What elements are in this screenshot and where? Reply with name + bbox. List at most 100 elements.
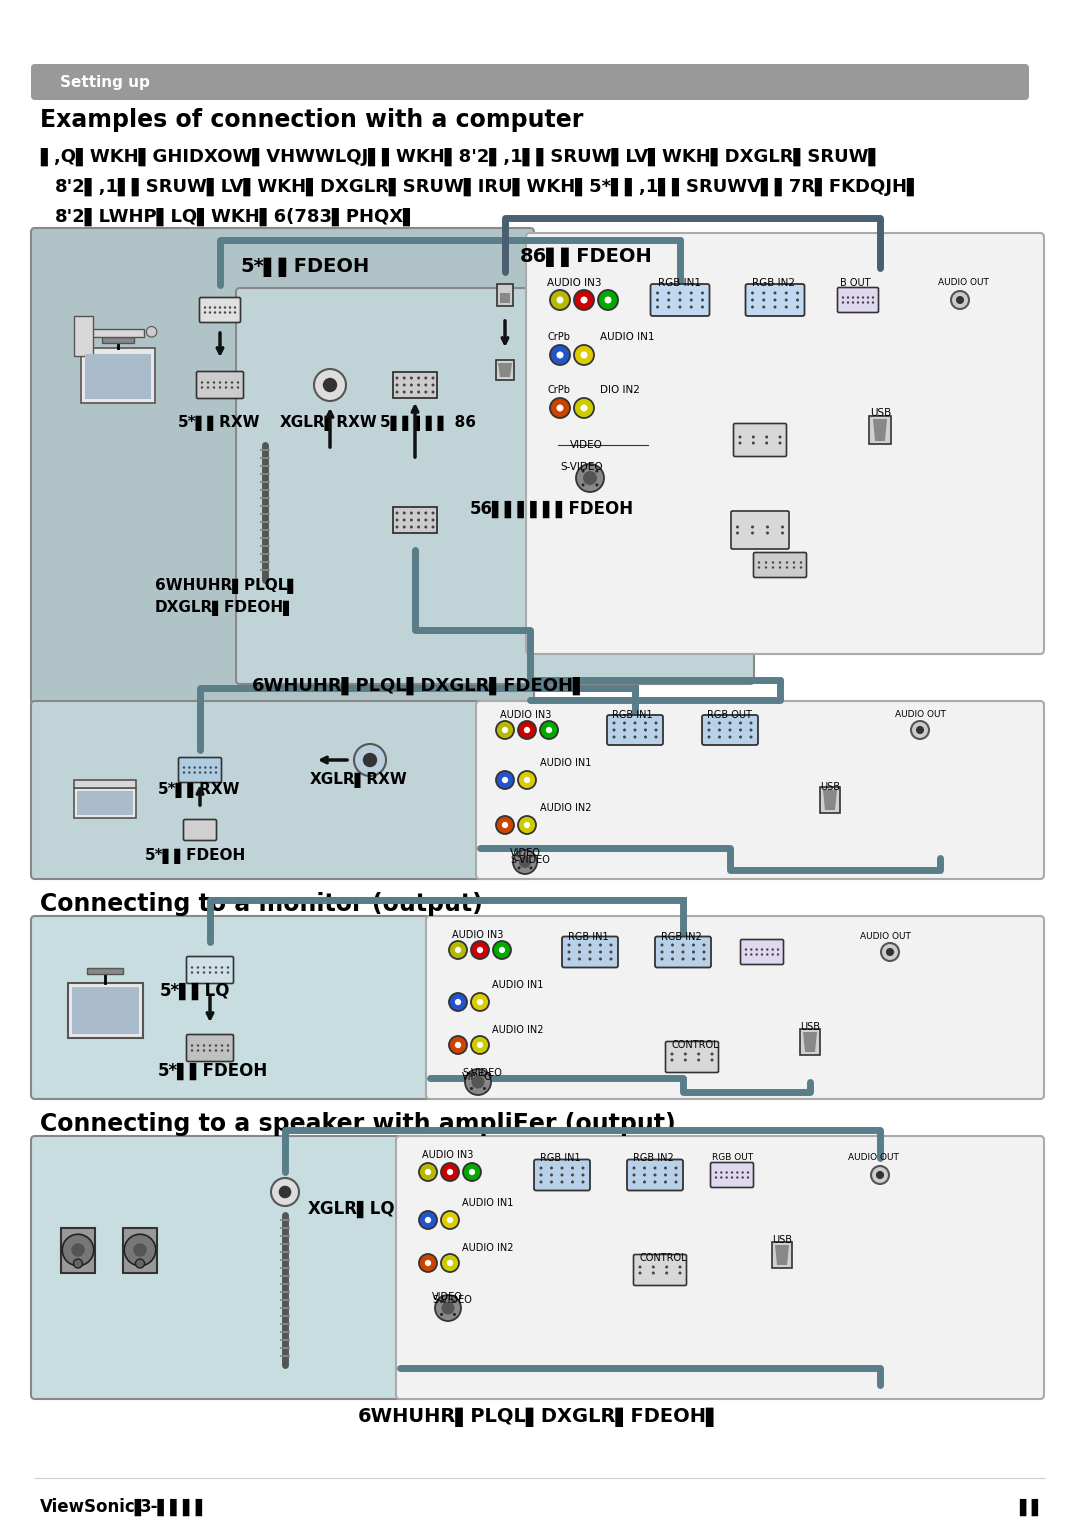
Circle shape (193, 766, 195, 769)
Circle shape (215, 967, 217, 968)
FancyBboxPatch shape (31, 1137, 429, 1399)
Circle shape (653, 1181, 657, 1184)
Bar (60, 1227, 95, 1273)
Circle shape (556, 297, 564, 303)
Text: USB: USB (820, 781, 840, 792)
Circle shape (675, 1181, 677, 1184)
Text: RGB IN1: RGB IN1 (658, 277, 701, 288)
Circle shape (227, 971, 229, 974)
Circle shape (561, 1166, 564, 1169)
Circle shape (556, 351, 564, 358)
Circle shape (314, 369, 346, 401)
FancyBboxPatch shape (654, 936, 711, 968)
Circle shape (644, 722, 647, 725)
Circle shape (417, 391, 420, 394)
Circle shape (442, 1302, 455, 1314)
Circle shape (661, 950, 663, 953)
Circle shape (766, 953, 769, 956)
Circle shape (517, 867, 521, 870)
Circle shape (227, 1045, 229, 1046)
Circle shape (363, 752, 377, 768)
Circle shape (440, 1313, 443, 1316)
Circle shape (183, 766, 185, 769)
FancyBboxPatch shape (745, 283, 805, 316)
FancyBboxPatch shape (741, 939, 783, 965)
Circle shape (760, 948, 764, 951)
Circle shape (623, 729, 626, 731)
FancyBboxPatch shape (200, 297, 241, 323)
Circle shape (571, 1174, 573, 1177)
Text: S-VIDEO: S-VIDEO (432, 1295, 472, 1305)
Circle shape (496, 817, 514, 833)
Circle shape (471, 993, 489, 1011)
Circle shape (323, 378, 337, 392)
FancyBboxPatch shape (534, 1160, 590, 1190)
Circle shape (643, 1166, 646, 1169)
Bar (87, 968, 123, 974)
Circle shape (589, 958, 592, 961)
Circle shape (634, 722, 636, 725)
Circle shape (395, 512, 399, 515)
Circle shape (578, 950, 581, 953)
Circle shape (395, 525, 399, 529)
Circle shape (513, 850, 537, 873)
Circle shape (204, 771, 206, 774)
Circle shape (561, 1181, 564, 1184)
Bar (85, 354, 150, 398)
FancyBboxPatch shape (237, 288, 754, 683)
Circle shape (667, 305, 671, 308)
Circle shape (742, 1172, 744, 1174)
Circle shape (237, 386, 239, 389)
Circle shape (576, 464, 604, 492)
Text: AUDIO IN1: AUDIO IN1 (600, 332, 654, 342)
Circle shape (573, 345, 594, 365)
Circle shape (225, 381, 227, 383)
Bar (393, 372, 437, 398)
FancyBboxPatch shape (650, 283, 710, 316)
Text: 6WHUHR▌PLQL▌: 6WHUHR▌PLQL▌ (156, 578, 299, 594)
Circle shape (771, 948, 774, 951)
Circle shape (581, 1166, 584, 1169)
Circle shape (609, 950, 612, 953)
Circle shape (215, 1049, 217, 1051)
Bar (73, 317, 93, 357)
Circle shape (224, 311, 226, 314)
Circle shape (750, 735, 753, 738)
Circle shape (777, 948, 779, 951)
Text: RGB OUT: RGB OUT (712, 1154, 753, 1161)
Text: Connecting to a monitor (output): Connecting to a monitor (output) (40, 892, 483, 916)
Circle shape (951, 291, 969, 309)
Circle shape (197, 1045, 199, 1046)
Circle shape (765, 567, 767, 568)
Circle shape (690, 299, 692, 302)
Circle shape (729, 729, 731, 731)
Circle shape (124, 1235, 156, 1265)
Circle shape (550, 1181, 553, 1184)
Circle shape (633, 1166, 635, 1169)
Circle shape (589, 944, 592, 947)
Circle shape (656, 305, 659, 308)
Circle shape (667, 299, 671, 302)
FancyBboxPatch shape (187, 1034, 233, 1062)
Circle shape (612, 729, 616, 731)
Circle shape (188, 771, 190, 774)
Polygon shape (498, 363, 512, 377)
Circle shape (455, 947, 461, 953)
Circle shape (567, 958, 570, 961)
Circle shape (403, 518, 406, 521)
Circle shape (483, 1074, 486, 1077)
Circle shape (751, 948, 753, 951)
Circle shape (773, 291, 777, 294)
Circle shape (718, 735, 721, 738)
Circle shape (766, 532, 769, 535)
Circle shape (690, 291, 692, 294)
Circle shape (581, 470, 584, 472)
Circle shape (193, 771, 195, 774)
Text: XGLR▌LQ: XGLR▌LQ (308, 1200, 395, 1218)
Circle shape (737, 1177, 739, 1178)
Circle shape (540, 1174, 542, 1177)
Circle shape (609, 958, 612, 961)
Polygon shape (823, 791, 837, 810)
Text: 5*▌▌RXW: 5*▌▌RXW (158, 781, 241, 798)
Circle shape (786, 567, 788, 568)
